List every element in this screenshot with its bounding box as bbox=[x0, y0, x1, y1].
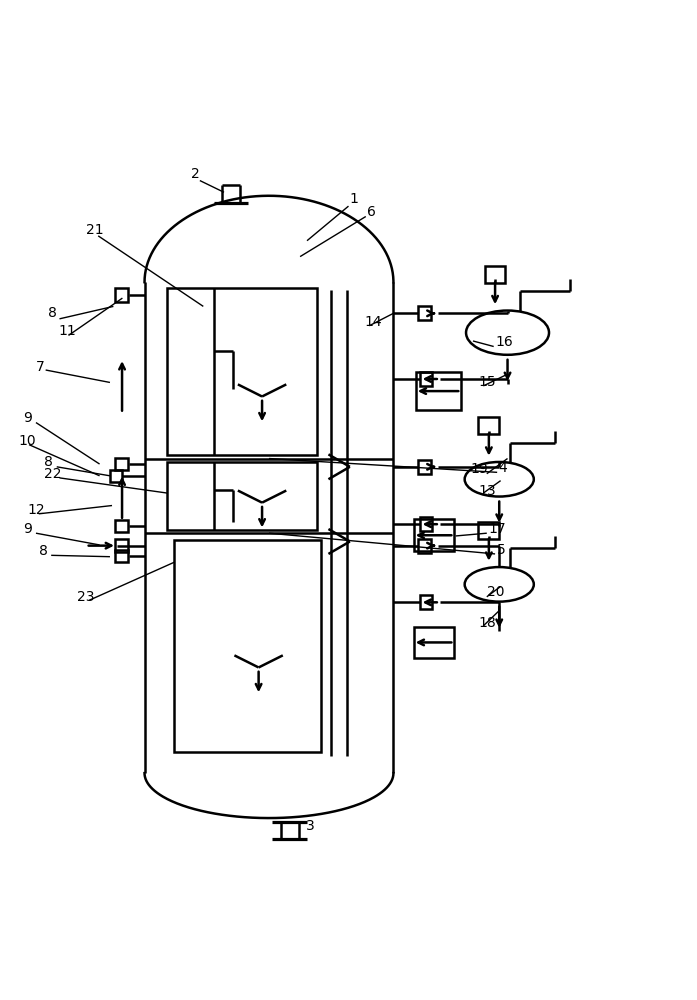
Text: 11: 11 bbox=[58, 324, 76, 338]
Text: 13: 13 bbox=[479, 484, 496, 498]
Text: 18: 18 bbox=[479, 616, 496, 630]
Text: 15: 15 bbox=[479, 375, 496, 389]
Text: 17: 17 bbox=[488, 522, 506, 536]
Text: 8: 8 bbox=[39, 544, 47, 558]
Bar bbox=[116, 550, 128, 562]
Text: 10: 10 bbox=[18, 434, 36, 448]
Bar bbox=[116, 288, 128, 302]
Bar bbox=[484, 266, 505, 283]
Text: 21: 21 bbox=[86, 223, 103, 237]
Bar bbox=[414, 519, 454, 551]
Bar bbox=[167, 462, 317, 530]
Bar bbox=[420, 517, 432, 531]
Text: 5: 5 bbox=[497, 543, 506, 557]
Text: 2: 2 bbox=[191, 167, 199, 181]
Bar bbox=[110, 470, 123, 482]
Text: 7: 7 bbox=[36, 360, 45, 374]
Text: 22: 22 bbox=[45, 467, 62, 481]
Text: 20: 20 bbox=[487, 585, 505, 599]
Bar bbox=[116, 458, 128, 470]
Bar bbox=[418, 539, 431, 553]
Text: 8: 8 bbox=[45, 455, 53, 469]
Text: 9: 9 bbox=[24, 411, 32, 425]
Text: 12: 12 bbox=[27, 503, 45, 517]
Bar bbox=[416, 372, 461, 410]
Bar bbox=[174, 540, 321, 752]
Bar bbox=[116, 539, 128, 552]
Text: 16: 16 bbox=[495, 335, 513, 349]
Text: 19: 19 bbox=[470, 462, 488, 476]
Bar bbox=[418, 306, 431, 320]
Bar bbox=[116, 520, 128, 532]
Text: 3: 3 bbox=[305, 819, 314, 833]
Text: 8: 8 bbox=[47, 306, 56, 320]
Text: 1: 1 bbox=[350, 192, 359, 206]
Bar bbox=[420, 372, 432, 386]
Bar bbox=[167, 288, 317, 455]
Bar bbox=[479, 417, 499, 434]
Text: 9: 9 bbox=[24, 522, 32, 536]
Text: 4: 4 bbox=[498, 461, 507, 475]
Text: 6: 6 bbox=[367, 205, 376, 219]
Bar bbox=[418, 460, 431, 474]
Text: 23: 23 bbox=[77, 590, 95, 604]
Bar bbox=[414, 627, 454, 658]
Text: 14: 14 bbox=[365, 315, 382, 329]
Bar bbox=[479, 522, 499, 539]
Bar bbox=[420, 595, 432, 609]
